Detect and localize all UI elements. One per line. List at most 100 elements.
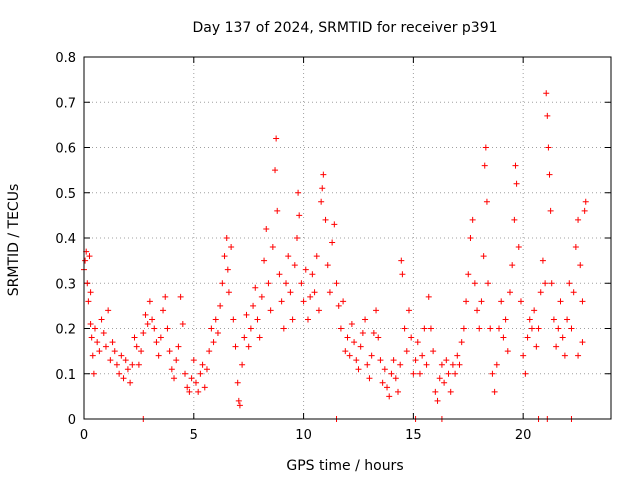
data-point	[335, 302, 342, 309]
data-point	[493, 361, 500, 368]
data-point	[212, 316, 219, 323]
data-point	[559, 334, 566, 341]
data-point	[373, 307, 380, 314]
data-point	[276, 271, 283, 278]
data-point	[287, 289, 294, 296]
data-point	[539, 257, 546, 264]
data-point	[441, 379, 448, 386]
data-point	[182, 370, 189, 377]
data-point	[295, 189, 302, 196]
x-axis-label: GPS time / hours	[286, 458, 403, 474]
data-point	[344, 334, 351, 341]
data-point	[348, 320, 355, 327]
data-point	[351, 339, 358, 346]
data-point	[151, 325, 158, 332]
data-point	[414, 339, 421, 346]
data-point	[261, 257, 268, 264]
data-point	[515, 244, 522, 251]
data-point	[362, 316, 369, 323]
data-point	[517, 298, 524, 305]
data-point	[498, 298, 505, 305]
data-point	[526, 316, 533, 323]
data-point	[236, 402, 243, 409]
y-tick-label: 0.4	[55, 232, 76, 247]
y-axis-label: SRMTID / TECUs	[6, 184, 22, 297]
data-point	[434, 397, 441, 404]
data-point	[421, 325, 428, 332]
data-point	[355, 366, 362, 373]
data-point	[203, 366, 210, 373]
data-points	[81, 90, 589, 422]
data-point	[195, 388, 202, 395]
grid	[84, 57, 611, 419]
data-point	[94, 339, 101, 346]
data-point	[522, 370, 529, 377]
data-point	[88, 334, 95, 341]
data-point	[265, 280, 272, 287]
data-point	[449, 361, 456, 368]
data-point	[509, 262, 516, 269]
data-point	[395, 388, 402, 395]
data-point	[300, 298, 307, 305]
data-point	[533, 343, 540, 350]
y-tick-label: 0.2	[55, 323, 76, 338]
x-tick-label: 10	[295, 428, 312, 443]
data-point	[482, 144, 489, 151]
data-point	[531, 307, 538, 314]
data-point	[579, 339, 586, 346]
y-tick-label: 0.8	[55, 51, 76, 66]
data-point	[217, 302, 224, 309]
data-point	[410, 370, 417, 377]
data-point	[289, 316, 296, 323]
data-point	[438, 361, 445, 368]
data-point	[100, 330, 107, 337]
data-point	[547, 207, 554, 214]
data-point	[89, 352, 96, 359]
data-point	[408, 334, 415, 341]
data-point	[179, 320, 186, 327]
data-point	[329, 239, 336, 246]
data-point	[568, 325, 575, 332]
data-point	[149, 316, 156, 323]
data-point	[197, 370, 204, 377]
data-point	[359, 330, 366, 337]
data-point	[162, 293, 169, 300]
data-point	[452, 370, 459, 377]
data-point	[544, 112, 551, 119]
data-point	[267, 307, 274, 314]
data-point	[219, 280, 226, 287]
data-point	[241, 334, 248, 341]
data-point	[443, 357, 450, 364]
data-point	[577, 262, 584, 269]
data-point	[575, 216, 582, 223]
data-point	[245, 343, 252, 350]
data-point	[188, 375, 195, 382]
y-tick-label: 0.5	[55, 187, 76, 202]
data-point	[98, 316, 105, 323]
data-point	[135, 361, 142, 368]
data-point	[252, 284, 259, 291]
data-point	[146, 298, 153, 305]
y-tick-label: 0.1	[55, 368, 76, 383]
data-point	[225, 289, 232, 296]
data-point	[456, 361, 463, 368]
data-point	[458, 339, 465, 346]
data-point	[86, 253, 93, 260]
data-point	[319, 185, 326, 192]
x-tick-label: 0	[80, 428, 88, 443]
data-point	[210, 339, 217, 346]
data-point	[291, 262, 298, 269]
data-point	[90, 370, 97, 377]
data-point	[419, 352, 426, 359]
data-point	[87, 320, 94, 327]
data-point	[186, 388, 193, 395]
data-point	[423, 361, 430, 368]
data-point	[190, 357, 197, 364]
data-point	[333, 280, 340, 287]
data-point	[460, 325, 467, 332]
data-point	[447, 388, 454, 395]
data-point	[160, 307, 167, 314]
data-point	[173, 357, 180, 364]
data-point	[243, 311, 250, 318]
data-point	[82, 257, 89, 264]
